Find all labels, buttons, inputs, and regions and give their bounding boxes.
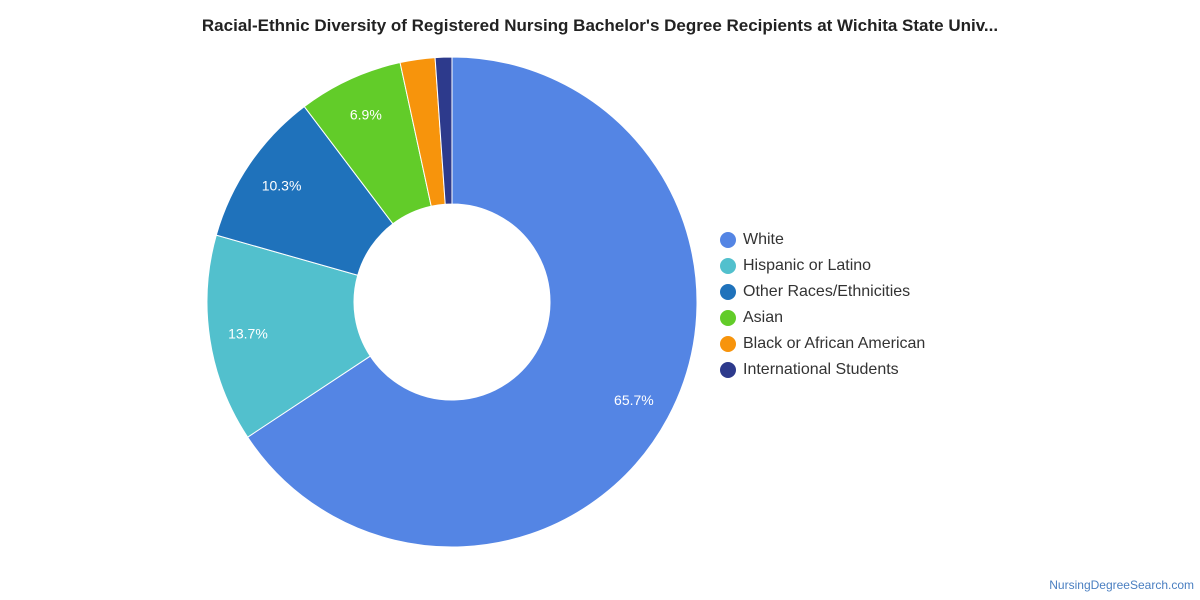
legend-swatch — [720, 362, 736, 378]
legend-item[interactable]: Hispanic or Latino — [720, 253, 925, 279]
legend-swatch — [720, 310, 736, 326]
legend-item[interactable]: White — [720, 227, 925, 253]
data-label: 13.7% — [228, 326, 268, 342]
legend-label: Black or African American — [743, 335, 926, 352]
legend-item[interactable]: Other Races/Ethnicities — [720, 279, 925, 305]
slice-white[interactable] — [246, 56, 698, 548]
slice-international-students[interactable] — [434, 56, 453, 205]
legend-swatch — [720, 258, 736, 274]
legend-label: Asian — [743, 309, 784, 326]
data-label: 6.9% — [350, 106, 382, 122]
legend-item[interactable]: Black or African American — [720, 331, 925, 357]
legend-item[interactable]: Asian — [720, 305, 925, 331]
data-label: 65.7% — [614, 392, 654, 408]
legend-swatch — [720, 336, 736, 352]
legend-label: Hispanic or Latino — [743, 257, 872, 274]
slice-hispanic-or-latino[interactable] — [206, 234, 371, 438]
source-credit[interactable]: NursingDegreeSearch.com — [1049, 578, 1194, 592]
chart-legend: White Hispanic or Latino Other Races/Ethni… — [720, 227, 925, 383]
slice-other-races-ethnicities[interactable] — [215, 105, 394, 276]
legend-label: International Students — [743, 361, 899, 378]
chart-title: Racial-Ethnic Diversity of Registered Nu… — [201, 16, 999, 35]
legend-swatch — [720, 232, 736, 248]
data-label: 10.3% — [262, 177, 302, 193]
legend-label: Other Races/Ethnicities — [743, 283, 911, 300]
legend-swatch — [720, 284, 736, 300]
legend-item[interactable]: International Students — [720, 357, 925, 383]
legend-label: White — [743, 231, 784, 248]
